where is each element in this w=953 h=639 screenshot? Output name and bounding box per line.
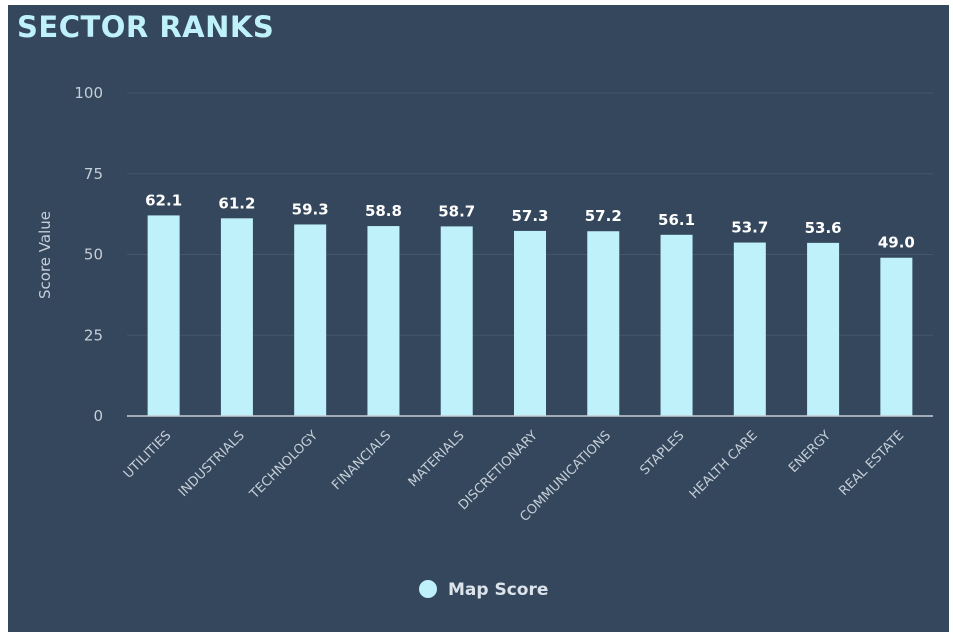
- legend[interactable]: Map Score: [419, 580, 548, 600]
- x-tick-label: REAL ESTATE: [837, 428, 908, 499]
- bar-discretionary[interactable]: [514, 230, 546, 416]
- data-label: 59.3: [292, 200, 329, 218]
- data-label: 58.7: [438, 202, 475, 220]
- legend-marker: [419, 580, 437, 598]
- x-tick-label: UTILITIES: [121, 428, 174, 481]
- bar-staples[interactable]: [660, 234, 693, 416]
- data-label: 57.2: [585, 207, 622, 225]
- legend-label: Map Score: [448, 580, 548, 600]
- bar-health-care[interactable]: [733, 242, 766, 416]
- bar-utilities[interactable]: [147, 215, 180, 416]
- data-labels: 62.1 61.2 59.3 58.8 58.7 57.3 57.2 56.1 53.7 53.6…: [145, 191, 915, 251]
- y-tick-label: 75: [84, 165, 103, 183]
- x-tick-label: HEALTH CARE: [687, 428, 761, 502]
- x-tick-label: INDUSTRIALS: [176, 428, 248, 500]
- x-axis-ticks: UTILITIES INDUSTRIALS TECHNOLOGY FINANCIALS…: [121, 428, 907, 525]
- y-tick-label: 100: [74, 84, 103, 102]
- x-tick-label: MATERIALS: [406, 428, 468, 490]
- y-tick-label: 25: [84, 326, 103, 344]
- y-axis-ticks: 0 25 50 75 100: [74, 84, 103, 425]
- y-axis-label: Score Value: [36, 211, 54, 299]
- x-tick-label: FINANCIALS: [329, 428, 394, 493]
- y-tick-label: 50: [84, 246, 103, 264]
- data-label: 62.1: [145, 191, 182, 209]
- y-tick-label: 0: [93, 407, 103, 425]
- chart-title: SECTOR RANKS: [17, 10, 275, 44]
- x-tick-label: STAPLES: [637, 428, 687, 478]
- data-label: 49.0: [878, 234, 915, 252]
- data-label: 53.7: [731, 219, 768, 237]
- bar-energy[interactable]: [807, 242, 840, 416]
- bar-technology[interactable]: [294, 224, 327, 416]
- data-label: 56.1: [658, 211, 695, 229]
- data-label: 61.2: [218, 194, 255, 212]
- bar-materials[interactable]: [440, 226, 473, 416]
- bar-industrials[interactable]: [220, 218, 253, 416]
- bar-real-estate[interactable]: [880, 257, 913, 416]
- bar-financials[interactable]: [367, 226, 400, 416]
- bar-communications[interactable]: [587, 231, 620, 416]
- x-tick-label: TECHNOLOGY: [247, 428, 322, 503]
- data-label: 53.6: [805, 219, 842, 237]
- bars: [147, 215, 913, 416]
- x-tick-label: ENERGY: [786, 428, 834, 476]
- data-label: 58.8: [365, 202, 402, 220]
- x-tick-label: DISCRETIONARY: [456, 428, 541, 513]
- data-label: 57.3: [511, 207, 548, 225]
